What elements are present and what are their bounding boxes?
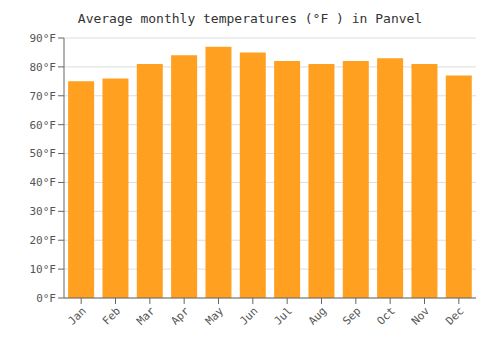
svg-text:Oct: Oct: [375, 304, 398, 327]
svg-text:10°F: 10°F: [30, 263, 57, 276]
html-text:Average monthly temperatures (: Average monthly temperatures (°F ) in Pa…: [77, 11, 423, 26]
svg-text:20°F: 20°F: [30, 234, 57, 247]
svg-text:40°F: 40°F: [30, 176, 57, 189]
svg-text:30°F: 30°F: [30, 205, 57, 218]
svg-text:50°F: 50°F: [30, 147, 57, 160]
svg-text:70°F: 70°F: [30, 90, 57, 103]
svg-text:60°F: 60°F: [30, 119, 57, 132]
svg-text:Mar: Mar: [134, 304, 158, 328]
svg-text:Apr: Apr: [169, 304, 193, 328]
svg-text:Jul: Jul: [272, 304, 295, 327]
svg-text:0°F: 0°F: [36, 292, 56, 305]
svg-text:Feb: Feb: [100, 304, 123, 327]
svg-text:Sep: Sep: [340, 304, 363, 327]
svg-text:Dec: Dec: [443, 304, 466, 327]
svg-text:80°F: 80°F: [30, 61, 57, 74]
svg-text:Aug: Aug: [306, 304, 329, 327]
svg-text:May: May: [203, 304, 227, 328]
svg-text:Nov: Nov: [409, 304, 433, 328]
svg-text:Jan: Jan: [66, 304, 89, 327]
svg-text:Jun: Jun: [237, 304, 260, 327]
svg-text:90°F: 90°F: [30, 32, 57, 45]
